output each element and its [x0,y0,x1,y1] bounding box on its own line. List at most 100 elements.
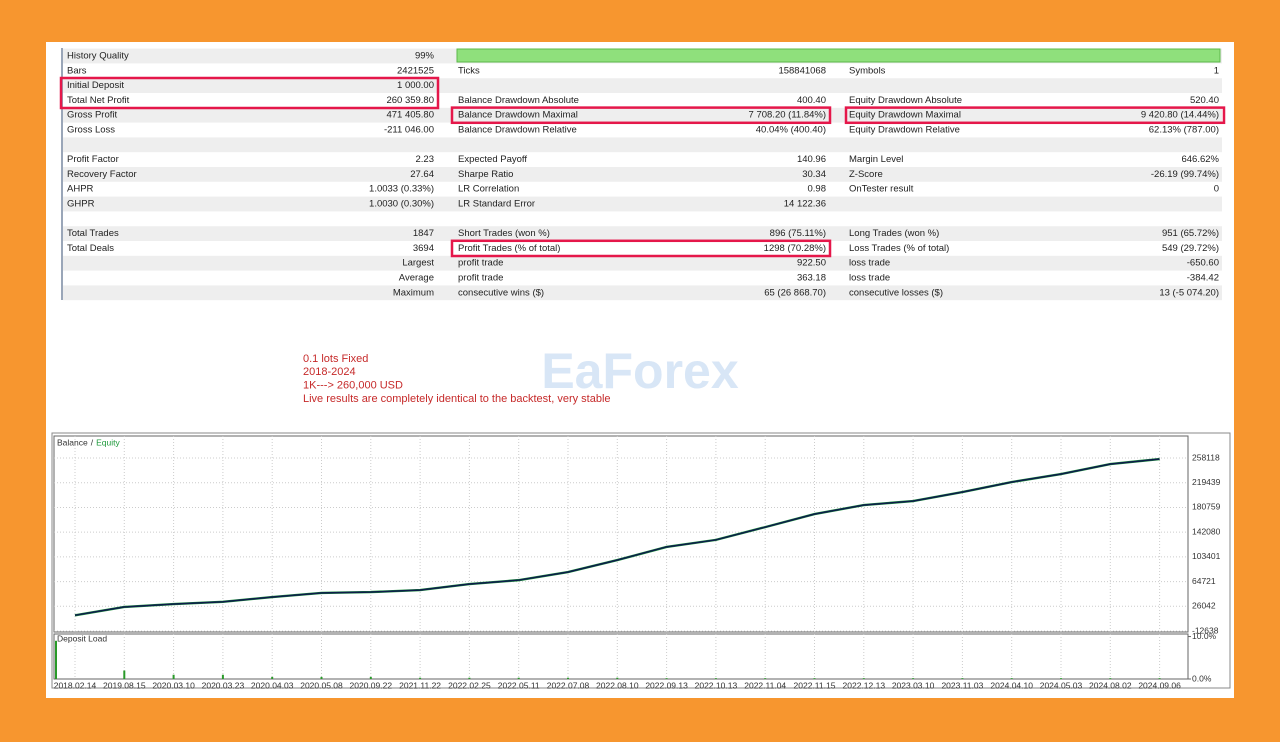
x-tick-label: 2020.03.23 [202,680,245,690]
cell-label: profit trade [458,273,503,284]
cell-value: 363.18 [797,273,826,284]
cell-label: Total Net Profit [67,95,130,106]
load-bar [55,640,57,679]
load-bar [616,677,619,679]
load-tick-label: 10.0% [1192,631,1217,641]
cell-value: 9 420.80 (14.44%) [1141,110,1219,121]
cell-value: 7 708.20 (11.84%) [749,110,826,121]
cell-value: 400.40 [797,95,826,106]
row-shade [63,137,1222,153]
x-tick-label: 2024.09.06 [1138,680,1181,690]
cell-value: -211 046.00 [384,125,434,136]
annotation-line: 0.1 lots Fixed [303,353,368,365]
x-tick-label: 2022.10.13 [695,680,738,690]
cell-value: 260 359.80 [386,95,434,106]
cell-value: Largest [402,258,434,269]
cell-value: Maximum [393,287,434,298]
x-tick-label: 2020.09.22 [350,680,393,690]
highlight-box [844,106,1226,125]
cell-value: 922.50 [797,258,826,269]
highlight-box [450,239,832,258]
highlight-box [59,76,440,110]
load-bar [764,678,767,679]
row-shade [63,167,1222,182]
cell-label: Margin Level [849,154,903,165]
cell-value: 2421525 [397,65,434,76]
load-bar [320,676,323,679]
cell-value: 0 [1214,184,1219,195]
watermark: EaForex [541,343,739,399]
x-tick-label: 2023.11.03 [941,680,983,690]
x-tick-label: 2022.11.15 [794,680,836,690]
cell-label: Short Trades (won %) [458,228,550,239]
load-bar [1010,678,1013,679]
row-shade [63,107,1222,123]
cell-label: Z-Score [849,169,883,180]
load-title: Deposit Load [57,633,107,643]
cell-label: Recovery Factor [67,169,137,180]
load-bar [221,674,224,679]
y-tick-label: -12638 [1192,625,1219,635]
cell-label: Balance Drawdown Absolute [458,95,579,106]
cell-label: Equity Drawdown Absolute [849,95,962,106]
load-bar [172,674,175,679]
cell-value: 471 405.80 [386,110,434,121]
cell-label: Balance Drawdown Relative [458,125,577,136]
cell-value: 549 (29.72%) [1162,243,1219,254]
load-tick-label: 0.0% [1192,673,1212,683]
row-shade [63,255,1222,271]
cell-label: Expected Payoff [458,154,527,165]
load-bar [862,678,865,679]
annotation-line: Live results are completely identical to… [303,393,611,405]
cell-value: 2.23 [416,154,435,165]
cell-label: AHPR [67,184,94,195]
cell-value: 0.98 [808,184,827,195]
cell-label: Total Trades [67,228,119,239]
cell-value: 1.0030 (0.30%) [369,199,434,210]
cell-value: 520.40 [1190,95,1219,106]
load-bar [1158,678,1161,679]
cell-value: 62.13% (787.00) [1149,125,1219,136]
cell-value: 13 (-5 074.20) [1159,287,1219,298]
cell-label: GHPR [67,199,95,210]
load-bar [468,677,471,679]
cell-value: 3694 [413,243,434,254]
cell-label: OnTester result [849,184,914,195]
load-bar [961,678,964,679]
x-tick-label: 2022.05.11 [498,680,540,690]
cell-label: Gross Loss [67,125,115,136]
cell-label: Loss Trades (% of total) [849,243,949,254]
cell-value: 896 (75.11%) [770,228,826,239]
cell-label: consecutive losses ($) [849,287,943,298]
cell-label: loss trade [849,258,890,269]
x-tick-label: 2024.08.02 [1089,680,1132,690]
x-tick-label: 2020.03.10 [152,680,195,690]
cell-label: LR Correlation [458,184,519,195]
cell-label: Symbols [849,65,886,76]
x-tick-label: 2024.04.10 [990,680,1033,690]
cell-value: 1 [1214,65,1219,76]
x-tick-label: 2022.07.08 [547,680,590,690]
cell-label: Initial Deposit [67,80,124,91]
cell-value: -384.42 [1187,273,1219,284]
x-tick-label: 2022.09.13 [645,680,688,690]
load-bar [665,678,668,679]
load-bar [419,677,422,679]
load-bar [912,678,915,679]
load-bar [567,677,569,679]
x-tick-label: 2020.04.03 [251,680,294,690]
cell-label: Profit Trades (% of total) [458,243,560,254]
load-bar [123,670,126,679]
x-tick-label: 2020.05.08 [300,680,343,690]
cell-value: 140.96 [797,154,826,165]
row-shade [63,196,1222,212]
cell-label: Ticks [458,65,480,76]
cell-value: -26.19 (99.74%) [1151,169,1219,180]
quality-bar [456,48,1221,63]
load-bar [813,678,816,679]
y-tick-label: 64721 [1192,576,1216,586]
cell-value: 158841068 [778,65,826,76]
cell-value: Average [399,273,434,284]
cell-label: Equity Drawdown Maximal [849,110,961,121]
cell-value: -650.60 [1187,258,1219,269]
